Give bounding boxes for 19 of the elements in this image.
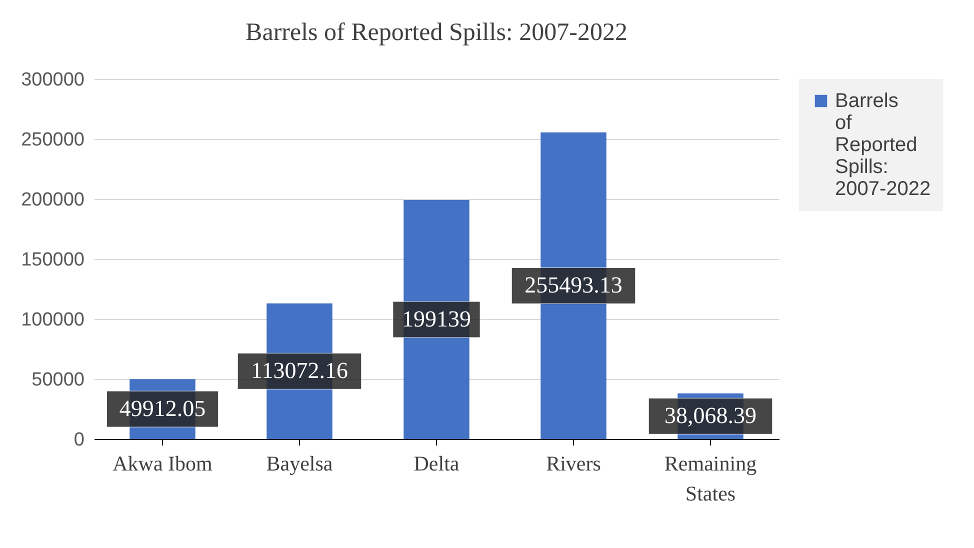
y-tick-label: 0 bbox=[74, 430, 84, 450]
x-tick-label: Remaining States bbox=[664, 452, 758, 506]
y-tick-label: 200000 bbox=[21, 190, 84, 210]
data-label: 199139 bbox=[402, 306, 471, 332]
x-tick-label: Bayelsa bbox=[266, 452, 334, 476]
data-label: 113072.16 bbox=[251, 358, 348, 384]
data-label: 49912.05 bbox=[119, 396, 206, 422]
x-tick-label: Rivers bbox=[546, 452, 601, 476]
legend-label: Barrels of Reported Spills: 2007-2022 bbox=[835, 90, 931, 200]
chart-title: Barrels of Reported Spills: 2007-2022 bbox=[246, 19, 628, 46]
y-tick-label: 100000 bbox=[21, 310, 84, 330]
y-tick-label: 150000 bbox=[21, 250, 84, 270]
data-label: 255493.13 bbox=[524, 272, 622, 298]
x-tick-label: Akwa Ibom bbox=[112, 452, 212, 476]
y-tick-label: 50000 bbox=[32, 370, 84, 390]
y-tick-label: 300000 bbox=[21, 70, 84, 90]
x-tick-label: Delta bbox=[414, 452, 460, 476]
data-label: 38,068.39 bbox=[664, 403, 756, 428]
y-tick-label: 250000 bbox=[21, 130, 84, 150]
